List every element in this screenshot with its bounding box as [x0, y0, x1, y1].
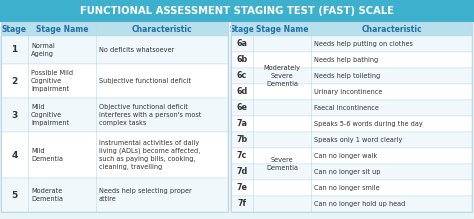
- Bar: [231, 68, 472, 84]
- Text: Needs help putting on clothes: Needs help putting on clothes: [314, 41, 413, 47]
- Text: Objective functional deficit
interferes with a person's most
complex tasks: Objective functional deficit interferes …: [99, 104, 201, 126]
- Bar: [231, 52, 472, 68]
- Text: 7d: 7d: [237, 168, 247, 177]
- Text: Instrumental activities of daily
living (ADLs) become affected,
such as paying b: Instrumental activities of daily living …: [99, 140, 200, 170]
- Text: Stage: Stage: [229, 25, 255, 34]
- Bar: [1, 98, 228, 132]
- Text: 1: 1: [11, 46, 18, 55]
- Text: 6c: 6c: [237, 71, 247, 81]
- Bar: [231, 116, 472, 132]
- Text: 4: 4: [11, 150, 18, 159]
- Text: 6e: 6e: [237, 104, 247, 113]
- Text: Normal
Ageing: Normal Ageing: [31, 43, 55, 57]
- Text: 7f: 7f: [237, 200, 246, 208]
- Text: Speaks only 1 word clearly: Speaks only 1 word clearly: [314, 137, 402, 143]
- Bar: [0, 0, 474, 22]
- Bar: [1, 132, 228, 178]
- Text: 6d: 6d: [237, 88, 247, 97]
- Text: 5: 5: [11, 191, 18, 200]
- Text: Needs help toileting: Needs help toileting: [314, 73, 380, 79]
- Bar: [231, 180, 472, 196]
- Text: 7a: 7a: [237, 120, 247, 129]
- Bar: [1, 178, 228, 212]
- Bar: [1, 22, 228, 36]
- Text: Characteristic: Characteristic: [361, 25, 422, 34]
- Text: 2: 2: [11, 76, 18, 85]
- Bar: [231, 36, 472, 52]
- Text: Moderately
Severe
Dementia: Moderately Severe Dementia: [264, 65, 301, 87]
- Text: Needs help selecting proper
attire: Needs help selecting proper attire: [99, 188, 192, 202]
- Bar: [231, 22, 472, 212]
- Text: Characteristic: Characteristic: [132, 25, 192, 34]
- Bar: [231, 164, 472, 180]
- Text: Mild
Cognitive
Impairment: Mild Cognitive Impairment: [31, 104, 69, 126]
- Text: Speaks 5-6 words during the day: Speaks 5-6 words during the day: [314, 121, 423, 127]
- Bar: [231, 84, 472, 100]
- Text: Mild
Dementia: Mild Dementia: [31, 148, 63, 162]
- Text: Severe
Dementia: Severe Dementia: [266, 157, 298, 171]
- Text: Urinary incontinence: Urinary incontinence: [314, 89, 383, 95]
- Text: 7e: 7e: [237, 184, 247, 193]
- Text: 7c: 7c: [237, 152, 247, 161]
- Text: Moderate
Dementia: Moderate Dementia: [31, 188, 63, 202]
- Text: Subjective functional deficit: Subjective functional deficit: [99, 78, 191, 84]
- Text: Can no longer sit up: Can no longer sit up: [314, 169, 381, 175]
- Text: No deficits whatsoever: No deficits whatsoever: [99, 47, 174, 53]
- Text: Faecal incontinence: Faecal incontinence: [314, 105, 379, 111]
- Text: FUNCTIONAL ASSESSMENT STAGING TEST (FAST) SCALE: FUNCTIONAL ASSESSMENT STAGING TEST (FAST…: [80, 6, 394, 16]
- Text: Can no longer smile: Can no longer smile: [314, 185, 380, 191]
- Text: 6a: 6a: [237, 39, 247, 48]
- Text: 3: 3: [11, 111, 18, 120]
- Text: Possible Mild
Cognitive
Impairment: Possible Mild Cognitive Impairment: [31, 70, 73, 92]
- Text: Needs help bathing: Needs help bathing: [314, 57, 378, 63]
- Bar: [231, 100, 472, 116]
- Text: 7b: 7b: [237, 136, 247, 145]
- Bar: [231, 196, 472, 212]
- Text: Stage Name: Stage Name: [36, 25, 88, 34]
- Bar: [231, 132, 472, 148]
- Bar: [231, 148, 472, 164]
- Text: Can no longer hold up head: Can no longer hold up head: [314, 201, 405, 207]
- Bar: [1, 22, 228, 212]
- Text: Stage Name: Stage Name: [256, 25, 308, 34]
- Bar: [1, 64, 228, 98]
- Bar: [231, 22, 472, 36]
- Bar: [1, 36, 228, 64]
- Text: Stage: Stage: [2, 25, 27, 34]
- Text: Can no longer walk: Can no longer walk: [314, 153, 377, 159]
- Text: 6b: 6b: [237, 55, 247, 65]
